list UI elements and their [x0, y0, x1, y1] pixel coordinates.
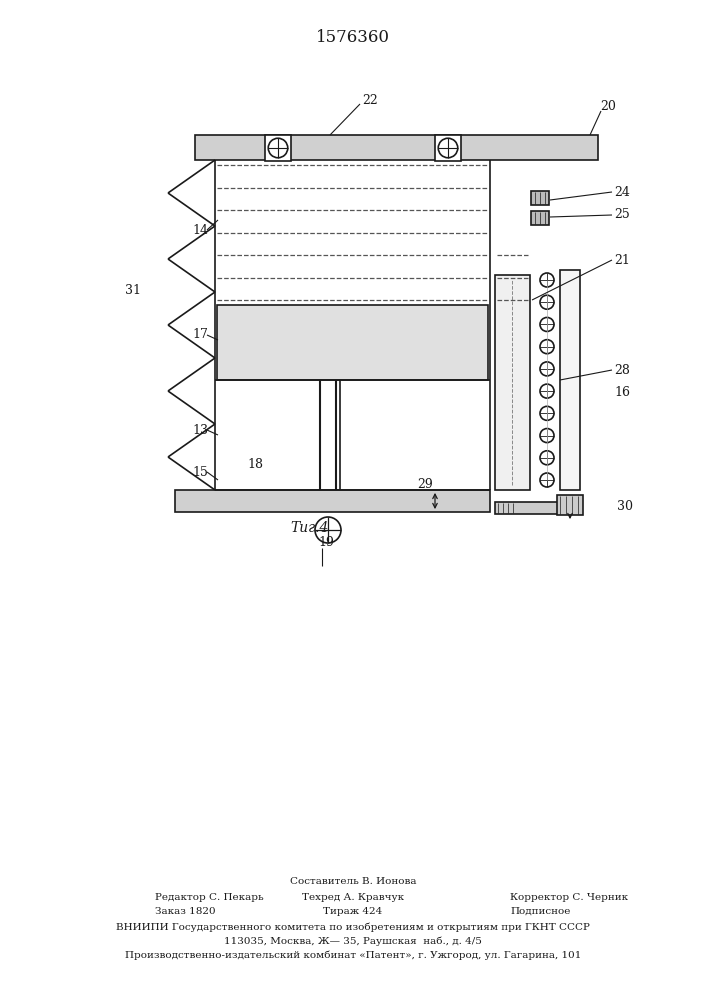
- Bar: [531, 211, 549, 225]
- Text: Подписное: Подписное: [510, 906, 571, 916]
- Bar: [557, 495, 583, 515]
- Text: 113035, Москва, Ж— 35, Раушская  наб., д. 4/5: 113035, Москва, Ж— 35, Раушская наб., д.…: [224, 936, 482, 946]
- Circle shape: [540, 295, 554, 309]
- Bar: [560, 270, 580, 490]
- Bar: [495, 275, 530, 490]
- Text: Составитель В. Ионова: Составитель В. Ионова: [290, 878, 416, 886]
- Circle shape: [540, 429, 554, 443]
- Text: Производственно-издательский комбинат «Патент», г. Ужгород, ул. Гагарина, 101: Производственно-издательский комбинат «П…: [125, 950, 581, 960]
- Text: 29: 29: [417, 478, 433, 490]
- Bar: [265, 135, 291, 161]
- Text: 30: 30: [617, 500, 633, 514]
- Circle shape: [540, 406, 554, 420]
- Text: 21: 21: [614, 253, 630, 266]
- Bar: [175, 490, 490, 512]
- Text: Τиг.4: Τиг.4: [291, 521, 329, 535]
- Circle shape: [540, 340, 554, 354]
- Circle shape: [540, 451, 554, 465]
- Circle shape: [540, 384, 554, 398]
- Circle shape: [438, 138, 457, 158]
- Text: 20: 20: [600, 101, 616, 113]
- Circle shape: [540, 473, 554, 487]
- Bar: [217, 305, 488, 380]
- Text: 1576360: 1576360: [316, 28, 390, 45]
- Text: 25: 25: [614, 209, 630, 222]
- Text: ВНИИПИ Государственного комитета по изобретениям и открытиям при ГКНТ СССР: ВНИИПИ Государственного комитета по изоб…: [116, 922, 590, 932]
- Text: 17: 17: [192, 328, 208, 342]
- Text: 22: 22: [362, 94, 378, 106]
- Text: 28: 28: [614, 363, 630, 376]
- Bar: [435, 135, 461, 161]
- Text: 16: 16: [614, 385, 630, 398]
- Bar: [531, 191, 549, 205]
- Text: 24: 24: [614, 186, 630, 198]
- Circle shape: [315, 517, 341, 543]
- Text: 14: 14: [192, 224, 208, 236]
- Text: 13: 13: [192, 424, 208, 436]
- Bar: [495, 502, 558, 514]
- Bar: [195, 135, 598, 160]
- Text: Редактор С. Пекарь: Редактор С. Пекарь: [155, 892, 264, 902]
- Text: 15: 15: [192, 466, 208, 479]
- Circle shape: [540, 317, 554, 331]
- Text: Заказ 1820: Заказ 1820: [155, 906, 216, 916]
- Text: 31: 31: [125, 284, 141, 296]
- Text: Корректор С. Черник: Корректор С. Черник: [510, 892, 628, 902]
- Circle shape: [268, 138, 288, 158]
- Text: Техред А. Кравчук: Техред А. Кравчук: [302, 892, 404, 902]
- Circle shape: [540, 362, 554, 376]
- Circle shape: [540, 273, 554, 287]
- Text: 19: 19: [318, 536, 334, 550]
- Text: 18: 18: [247, 458, 263, 472]
- Text: Тираж 424: Тираж 424: [323, 906, 382, 916]
